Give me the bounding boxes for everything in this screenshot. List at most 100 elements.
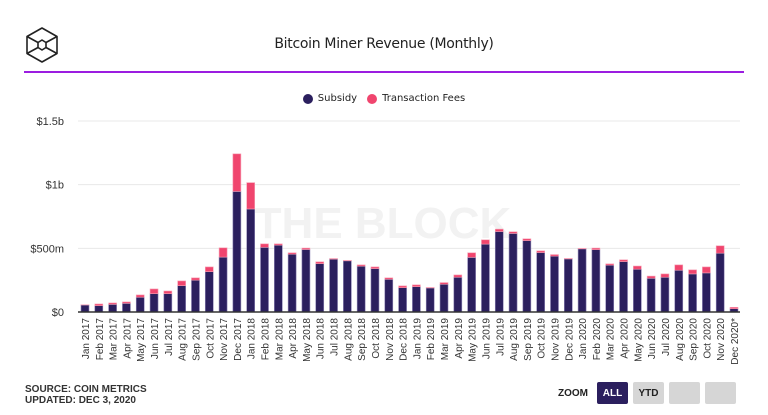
bar-subsidy[interactable] (702, 272, 711, 313)
bar-stack[interactable] (591, 247, 601, 313)
bar-fees[interactable] (412, 284, 421, 287)
bar-fees[interactable] (425, 287, 435, 289)
bar-stack[interactable] (204, 266, 214, 313)
bar-subsidy[interactable] (633, 268, 642, 313)
bar-fees[interactable] (204, 266, 214, 272)
bar-fees[interactable] (356, 264, 366, 267)
bar-stack[interactable] (287, 252, 297, 313)
bar-fees[interactable] (563, 258, 573, 260)
bar-subsidy[interactable] (481, 243, 490, 313)
bar-fees[interactable] (260, 243, 269, 248)
bar-stack[interactable] (412, 284, 421, 313)
bar-stack[interactable] (274, 243, 283, 313)
bar-fees[interactable] (287, 252, 297, 255)
bar-fees[interactable] (384, 277, 394, 280)
bar-fees[interactable] (246, 182, 256, 210)
bar-fees[interactable] (550, 254, 559, 257)
bar-subsidy[interactable] (94, 305, 104, 313)
bar-subsidy[interactable] (384, 278, 394, 313)
bar-subsidy[interactable] (619, 261, 628, 313)
bar-subsidy[interactable] (177, 285, 186, 313)
bar-fees[interactable] (605, 263, 615, 266)
bar-stack[interactable] (453, 274, 463, 313)
bar-stack[interactable] (646, 275, 656, 313)
bar-fees[interactable] (619, 259, 628, 262)
bar-fees[interactable] (343, 260, 352, 262)
bar-stack[interactable] (356, 264, 366, 313)
bar-stack[interactable] (329, 258, 338, 313)
bar-stack[interactable] (149, 288, 159, 313)
bar-stack[interactable] (315, 261, 325, 313)
bar-stack[interactable] (605, 263, 615, 313)
bar-subsidy[interactable] (467, 257, 476, 313)
bar-stack[interactable] (467, 252, 476, 313)
bar-stack[interactable] (688, 269, 697, 313)
bar-subsidy[interactable] (398, 287, 407, 313)
bar-stack[interactable] (481, 239, 490, 313)
bar-subsidy[interactable] (301, 249, 311, 313)
bar-stack[interactable] (301, 247, 311, 313)
bar-fees[interactable] (702, 266, 711, 274)
bar-stack[interactable] (425, 287, 435, 313)
bar-fees[interactable] (522, 238, 532, 241)
bar-stack[interactable] (343, 260, 352, 313)
bar-stack[interactable] (674, 264, 684, 313)
bar-stack[interactable] (577, 248, 587, 313)
bar-stack[interactable] (122, 301, 131, 313)
bar-subsidy[interactable] (577, 248, 587, 313)
bar-subsidy[interactable] (412, 286, 421, 313)
bar-subsidy[interactable] (149, 293, 159, 313)
bar-subsidy[interactable] (563, 258, 573, 313)
bar-stack[interactable] (563, 258, 573, 313)
bar-stack[interactable] (702, 266, 711, 313)
bar-stack[interactable] (94, 303, 104, 313)
bar-subsidy[interactable] (508, 233, 518, 313)
bar-stack[interactable] (633, 265, 642, 313)
zoom-ytd-button[interactable]: YTD (633, 382, 664, 404)
bar-subsidy[interactable] (108, 304, 117, 313)
legend-item-subsidy[interactable]: Subsidy (302, 93, 357, 104)
bar-stack[interactable] (80, 304, 90, 313)
bar-subsidy[interactable] (425, 287, 435, 313)
bar-fees[interactable] (674, 264, 684, 271)
bar-stack[interactable] (177, 280, 186, 313)
zoom-range-button-3[interactable] (669, 382, 700, 404)
bar-subsidy[interactable] (135, 296, 145, 313)
bar-fees[interactable] (94, 303, 104, 306)
bar-stack[interactable] (191, 277, 200, 313)
bar-subsidy[interactable] (329, 258, 338, 313)
bar-fees[interactable] (274, 243, 283, 246)
bar-stack[interactable] (619, 259, 628, 313)
bar-stack[interactable] (660, 273, 670, 313)
bar-fees[interactable] (439, 282, 449, 285)
bar-subsidy[interactable] (191, 279, 200, 313)
bar-subsidy[interactable] (453, 276, 463, 313)
bar-fees[interactable] (163, 290, 173, 294)
bar-subsidy[interactable] (287, 253, 297, 313)
bar-subsidy[interactable] (688, 273, 697, 313)
bar-fees[interactable] (508, 231, 518, 234)
bar-subsidy[interactable] (439, 283, 449, 313)
bar-stack[interactable] (536, 250, 545, 313)
bar-subsidy[interactable] (660, 276, 670, 313)
bar-stack[interactable] (232, 153, 242, 313)
bar-subsidy[interactable] (591, 249, 601, 313)
bar-subsidy[interactable] (522, 240, 532, 313)
bar-stack[interactable] (384, 277, 394, 313)
bar-stack[interactable] (508, 231, 518, 313)
bar-fees[interactable] (688, 269, 697, 275)
bar-subsidy[interactable] (80, 304, 90, 313)
bar-stack[interactable] (218, 247, 228, 313)
bar-stack[interactable] (522, 238, 532, 313)
bar-fees[interactable] (122, 301, 131, 304)
legend-item-fees[interactable]: Transaction Fees (367, 93, 465, 104)
bar-fees[interactable] (191, 277, 200, 281)
bar-stack[interactable] (246, 182, 256, 313)
bar-fees[interactable] (715, 245, 725, 254)
bar-fees[interactable] (467, 252, 476, 258)
bar-stack[interactable] (163, 290, 173, 313)
bar-fees[interactable] (135, 294, 145, 298)
bar-subsidy[interactable] (356, 265, 366, 313)
bar-stack[interactable] (439, 282, 449, 313)
bar-stack[interactable] (260, 243, 269, 313)
